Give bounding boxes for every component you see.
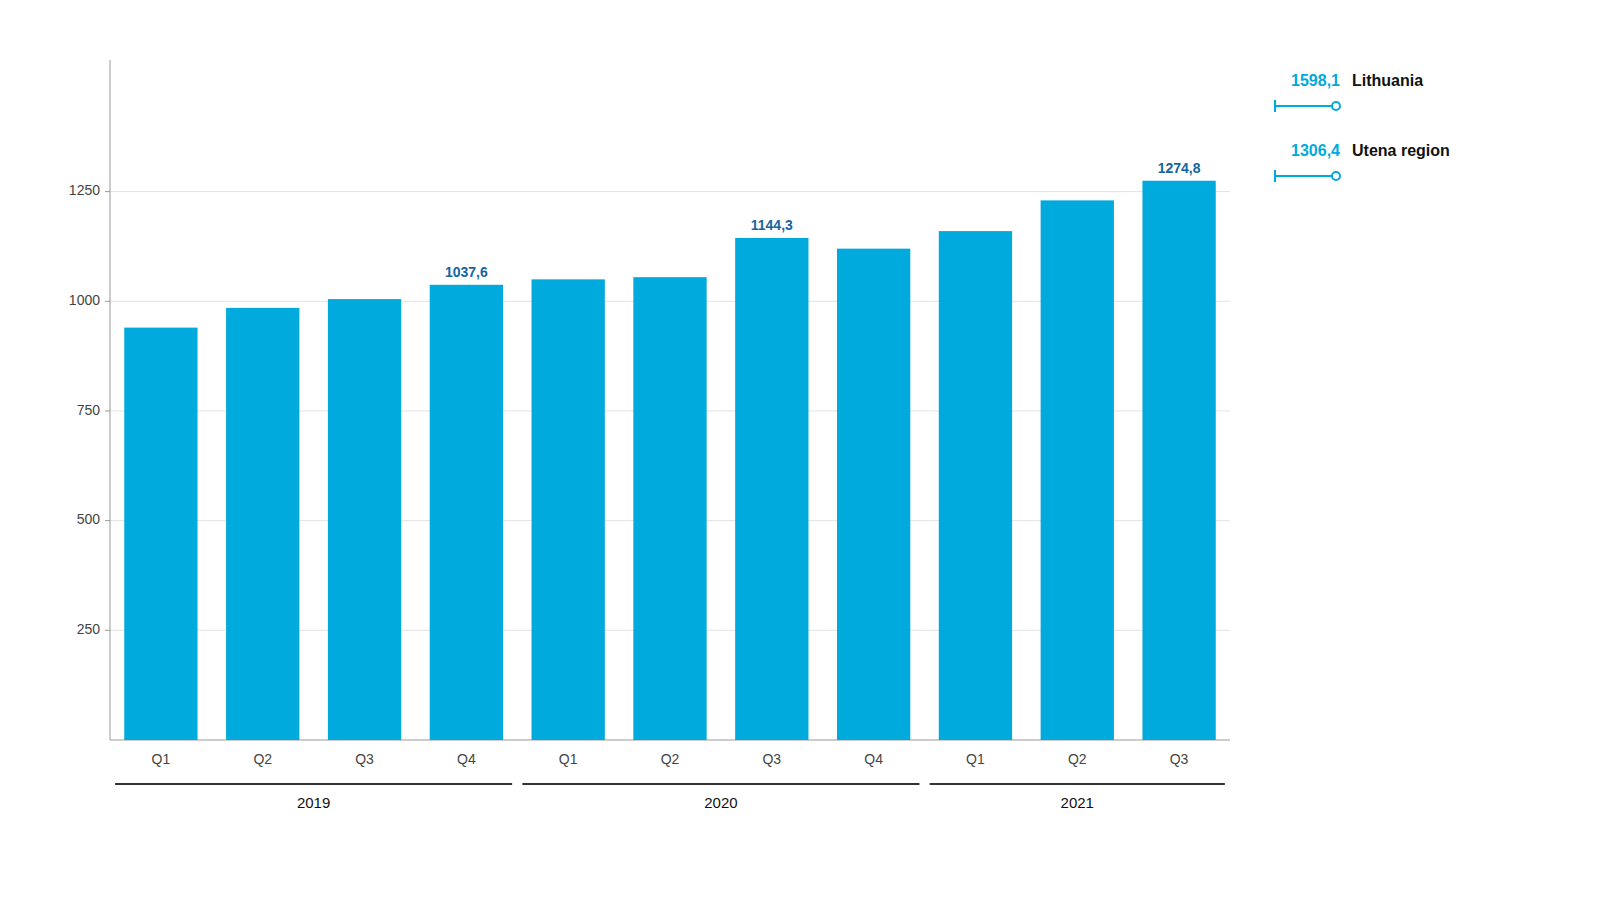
x-tick-label: Q2 [1068, 751, 1087, 767]
bar [1142, 181, 1215, 740]
legend-symbol-line [1275, 175, 1336, 177]
legend-value: 1598,1 [1291, 72, 1340, 89]
x-tick-label: Q4 [457, 751, 476, 767]
group-label: 2019 [297, 794, 330, 811]
group-label: 2020 [704, 794, 737, 811]
chart-svg: 250 500 750 1000 1250 1037,6 1144,3 1274,8 Q1 Q2 Q… [0, 0, 1600, 900]
y-tick-label: 1000 [69, 292, 100, 308]
y-tick [105, 410, 110, 411]
x-tick-label: Q3 [355, 751, 374, 767]
bar [735, 238, 808, 740]
bar [939, 231, 1012, 740]
bars [124, 181, 1215, 740]
y-tick-label: 1250 [69, 182, 100, 198]
x-tick-label: Q4 [864, 751, 883, 767]
value-label: 1144,3 [751, 217, 793, 233]
y-tick [105, 630, 110, 631]
bar [328, 299, 401, 740]
x-tick-label: Q3 [762, 751, 781, 767]
bar [430, 285, 503, 740]
x-tick-label: Q2 [661, 751, 680, 767]
legend: 1598,1 Lithuania 1306,4 Utena region [1275, 72, 1450, 182]
group-label: 2021 [1061, 794, 1094, 811]
y-tick-label: 500 [77, 511, 101, 527]
y-tick [105, 301, 110, 302]
value-label: 1037,6 [445, 264, 488, 280]
legend-symbol-line [1275, 105, 1336, 107]
y-tick [105, 191, 110, 192]
x-tick-label: Q1 [559, 751, 578, 767]
group-underline [115, 783, 512, 785]
legend-text: Lithuania [1352, 72, 1423, 89]
group-underline [522, 783, 919, 785]
x-tick-label: Q3 [1170, 751, 1189, 767]
x-tick-label: Q1 [966, 751, 985, 767]
bar [837, 249, 910, 740]
bar [124, 328, 197, 740]
grid-line [110, 191, 1230, 192]
group-underline [930, 783, 1225, 785]
legend-symbol-tick [1274, 100, 1276, 112]
legend-value: 1306,4 [1291, 142, 1340, 159]
chart-container: 250 500 750 1000 1250 1037,6 1144,3 1274,8 Q1 Q2 Q… [0, 0, 1600, 900]
bar [1041, 200, 1114, 740]
legend-text: Utena region [1352, 142, 1450, 159]
legend-symbol-tick [1274, 170, 1276, 182]
y-tick-label: 750 [77, 402, 101, 418]
y-tick-label: 250 [77, 621, 101, 637]
legend-symbol-circle [1332, 102, 1340, 110]
x-tick-label: Q1 [152, 751, 171, 767]
y-axis-line [110, 60, 111, 740]
bar [226, 308, 299, 740]
value-label: 1274,8 [1158, 160, 1201, 176]
y-tick [105, 520, 110, 521]
x-tick-label: Q2 [253, 751, 272, 767]
legend-symbol-circle [1332, 172, 1340, 180]
bar [633, 277, 706, 740]
bar [532, 279, 605, 740]
